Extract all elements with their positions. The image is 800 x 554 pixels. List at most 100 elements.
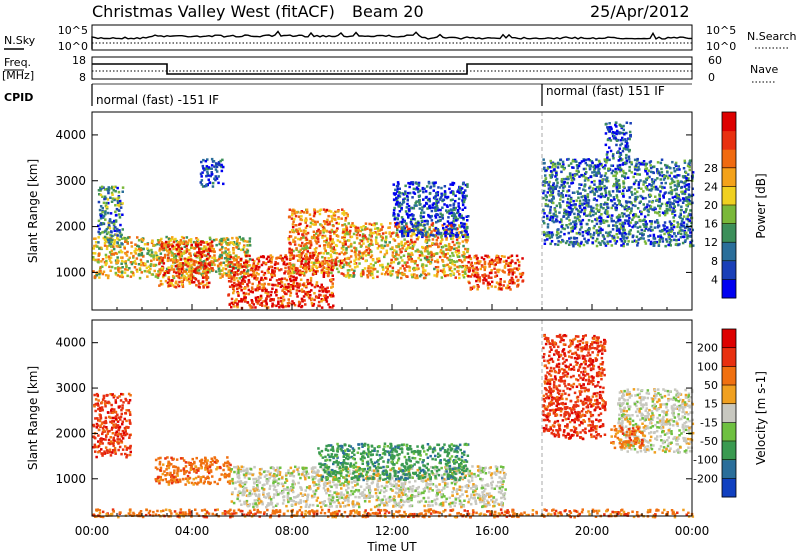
data-point xyxy=(615,240,619,243)
data-point xyxy=(399,256,403,259)
data-point xyxy=(657,171,661,175)
data-point xyxy=(201,280,205,283)
data-point xyxy=(630,190,633,194)
data-point xyxy=(309,217,312,221)
data-point xyxy=(305,254,308,258)
data-point xyxy=(435,239,439,242)
data-point xyxy=(298,227,301,231)
data-point xyxy=(681,190,684,193)
data-point xyxy=(104,218,107,221)
data-point xyxy=(315,242,319,245)
data-point xyxy=(111,197,115,200)
data-point xyxy=(99,267,102,270)
data-point xyxy=(498,261,502,264)
data-point xyxy=(683,229,687,233)
data-point xyxy=(230,280,233,283)
data-point xyxy=(283,277,287,280)
data-point xyxy=(303,274,306,277)
data-point xyxy=(582,188,585,191)
data-point xyxy=(436,236,440,239)
data-point xyxy=(309,294,312,297)
data-point xyxy=(549,176,553,179)
data-point xyxy=(280,302,284,305)
data-point xyxy=(671,179,674,182)
data-point xyxy=(203,245,206,248)
data-point xyxy=(206,249,209,253)
data-point xyxy=(628,169,631,172)
data-point xyxy=(118,275,122,278)
data-point xyxy=(591,187,595,190)
data-point xyxy=(309,276,313,280)
data-point xyxy=(645,225,648,229)
data-point xyxy=(655,240,658,244)
data-point xyxy=(146,270,149,273)
data-point xyxy=(589,205,593,208)
data-point xyxy=(456,253,459,257)
data-point xyxy=(249,306,253,309)
data-point xyxy=(295,282,299,285)
data-point xyxy=(557,232,560,235)
data-point xyxy=(406,196,409,199)
data-point xyxy=(308,290,311,294)
freq-series xyxy=(92,63,692,75)
data-point xyxy=(271,269,274,272)
data-point xyxy=(578,228,582,231)
data-point xyxy=(120,250,124,254)
data-point xyxy=(627,240,630,243)
data-point xyxy=(618,202,621,205)
data-point xyxy=(358,252,361,255)
data-point xyxy=(340,246,344,250)
data-point xyxy=(601,165,605,169)
data-point xyxy=(371,270,374,274)
data-point xyxy=(653,226,657,229)
data-point xyxy=(664,202,668,206)
data-point xyxy=(389,235,393,238)
data-point xyxy=(412,207,416,210)
data-point xyxy=(654,211,657,214)
data-point xyxy=(308,246,312,249)
data-point xyxy=(259,255,263,259)
data-point xyxy=(395,245,398,249)
data-point xyxy=(450,211,453,215)
data-point xyxy=(435,231,439,234)
data-point xyxy=(600,205,603,209)
data-point xyxy=(367,237,370,240)
data-point xyxy=(415,226,418,229)
data-point xyxy=(464,247,467,251)
data-point xyxy=(654,188,658,191)
data-point xyxy=(450,269,454,273)
data-point xyxy=(411,259,414,263)
data-point xyxy=(320,271,323,274)
data-point xyxy=(475,279,478,283)
data-point xyxy=(415,237,419,241)
data-point xyxy=(269,293,273,297)
data-point xyxy=(468,256,471,259)
data-point xyxy=(559,230,563,234)
data-point xyxy=(278,306,281,309)
data-point xyxy=(623,228,626,232)
data-point xyxy=(424,273,428,277)
data-point xyxy=(137,239,141,242)
data-point xyxy=(274,291,277,294)
data-point xyxy=(318,289,321,293)
data-point xyxy=(448,227,452,231)
data-point xyxy=(599,229,602,232)
data-point xyxy=(198,272,201,275)
data-point xyxy=(459,225,462,229)
data-point xyxy=(686,177,690,181)
data-point xyxy=(666,171,669,174)
data-point xyxy=(345,257,348,260)
data-point xyxy=(199,259,202,262)
data-point xyxy=(635,162,638,165)
data-point xyxy=(459,189,462,192)
data-point xyxy=(97,189,101,192)
data-point xyxy=(625,214,628,218)
data-point xyxy=(92,252,95,255)
data-point xyxy=(291,300,294,303)
data-point xyxy=(601,180,604,183)
data-point xyxy=(392,255,395,259)
data-point xyxy=(304,268,308,271)
data-point xyxy=(456,209,460,212)
data-point xyxy=(239,258,242,261)
data-point xyxy=(684,188,688,191)
